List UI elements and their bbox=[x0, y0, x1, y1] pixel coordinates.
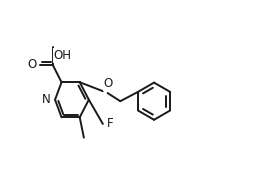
Text: O: O bbox=[103, 77, 113, 90]
Text: OH: OH bbox=[53, 49, 71, 62]
Text: O: O bbox=[27, 58, 36, 71]
Text: N: N bbox=[41, 93, 50, 106]
Text: F: F bbox=[107, 117, 113, 130]
